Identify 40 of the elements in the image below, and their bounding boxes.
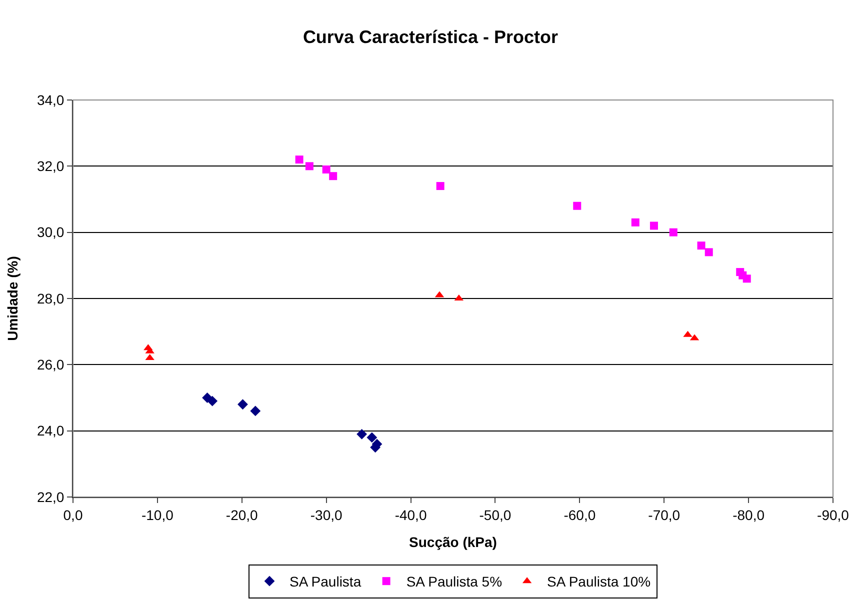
x-tick-label: -30,0 [310, 506, 342, 523]
x-tick-label: -20,0 [226, 506, 258, 523]
y-tick-label: 24,0 [36, 422, 64, 439]
x-tick-label: -70,0 [648, 506, 680, 523]
point [366, 432, 378, 443]
point [669, 228, 678, 236]
point [322, 165, 330, 174]
y-tick-label: 34,0 [36, 92, 64, 108]
x-axis-title: Sucção (kPa) [409, 534, 497, 550]
point [238, 399, 248, 410]
point [697, 242, 706, 250]
x-tick-label: -90,0 [817, 506, 850, 523]
point [742, 274, 751, 283]
y-tick-label: 32,0 [36, 158, 64, 174]
legend-label: SA Paulista 10% [547, 574, 651, 590]
chart-title: Curva Característica - Proctor [302, 27, 558, 48]
legend-label: SA Paulista 5% [406, 574, 502, 590]
point [207, 396, 218, 406]
point [305, 162, 314, 170]
y-tick-label: 30,0 [36, 224, 64, 240]
x-tick-label: -10,0 [141, 506, 174, 523]
point [704, 248, 713, 256]
point [436, 182, 444, 190]
x-tick-label: -40,0 [394, 506, 427, 523]
y-tick-label: 26,0 [36, 356, 64, 373]
point [650, 222, 658, 230]
point [329, 172, 338, 180]
x-tick-label: -80,0 [732, 506, 765, 523]
y-axis-title: Umidade (%) [4, 256, 21, 341]
y-tick-label: 28,0 [36, 290, 64, 306]
x-tick-label: 0,0 [63, 506, 83, 523]
x-tick-label: -60,0 [564, 506, 596, 523]
x-tick-label: -50,0 [479, 506, 512, 523]
point [573, 202, 582, 210]
point [295, 156, 304, 164]
point [631, 218, 640, 226]
point [356, 428, 367, 440]
y-tick-label: 22,0 [36, 488, 64, 505]
point [250, 406, 261, 416]
legend-label: SA Paulista [290, 574, 362, 590]
